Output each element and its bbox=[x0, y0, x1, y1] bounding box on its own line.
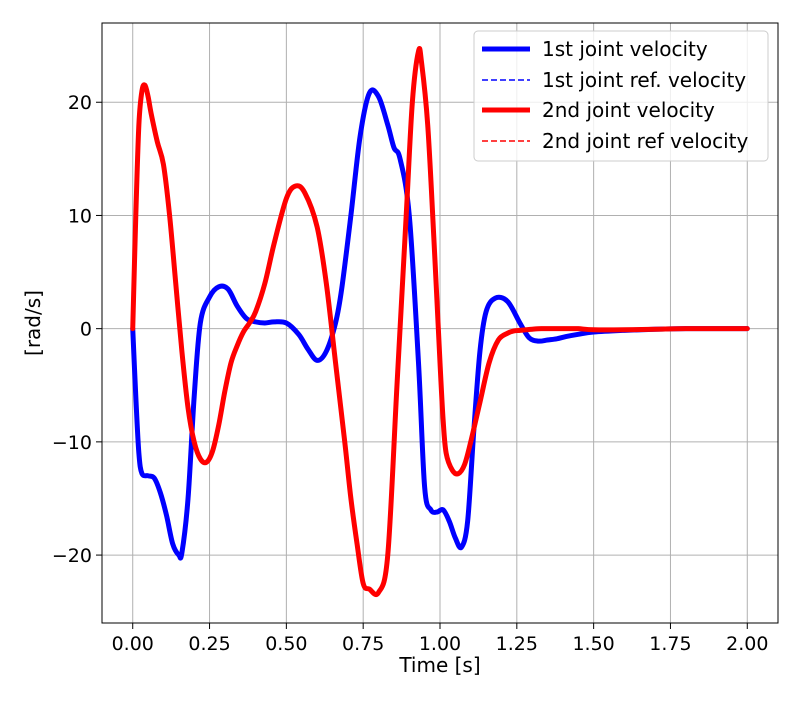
legend-label-2nd-joint-ref-velocity: 2nd joint ref velocity bbox=[542, 129, 748, 153]
series-line-1st-joint-velocity bbox=[130, 87, 750, 561]
y-tick-label: 10 bbox=[68, 205, 92, 227]
x-tick-label: 1.50 bbox=[572, 633, 614, 655]
legend: 1st joint velocity 1st joint ref. veloci… bbox=[473, 30, 769, 162]
x-tick-label: 1.75 bbox=[649, 633, 691, 655]
series-line-2nd-joint-velocity bbox=[130, 46, 750, 597]
legend-label-1st-joint-velocity: 1st joint velocity bbox=[542, 37, 708, 61]
y-axis-label: [rad/s] bbox=[21, 290, 45, 356]
legend-label-1st-joint-ref-velocity: 1st joint ref. velocity bbox=[542, 68, 746, 92]
x-tick-label: 0.75 bbox=[342, 633, 384, 655]
legend-box bbox=[473, 30, 769, 162]
x-tick-label: 2.00 bbox=[726, 633, 768, 655]
y-axis-ticks: −20 −10 0 10 20 bbox=[52, 92, 102, 567]
x-tick-label: 0.00 bbox=[112, 633, 154, 655]
x-tick-label: 0.25 bbox=[188, 633, 230, 655]
y-tick-label: 0 bbox=[80, 319, 92, 341]
series-lines bbox=[130, 46, 750, 597]
x-tick-label: 0.50 bbox=[265, 633, 307, 655]
x-axis-ticks: 0.00 0.25 0.50 0.75 1.00 1.25 1.50 1.75 2.00 bbox=[112, 623, 768, 655]
x-tick-label: 1.00 bbox=[419, 633, 461, 655]
x-axis-label: Time [s] bbox=[398, 653, 480, 677]
y-tick-label: −20 bbox=[52, 545, 92, 567]
y-tick-label: 20 bbox=[68, 92, 92, 114]
x-tick-label: 1.25 bbox=[496, 633, 538, 655]
y-tick-label: −10 bbox=[52, 432, 92, 454]
legend-label-2nd-joint-velocity: 2nd joint velocity bbox=[542, 98, 715, 122]
